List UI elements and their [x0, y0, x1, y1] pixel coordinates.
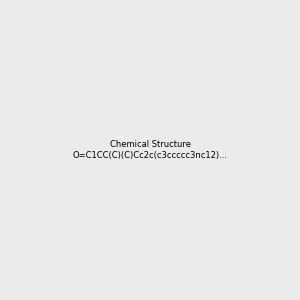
Text: Chemical Structure
O=C1CC(C)(C)Cc2c(c3ccccc3nc12)...: Chemical Structure O=C1CC(C)(C)Cc2c(c3cc…	[73, 140, 227, 160]
